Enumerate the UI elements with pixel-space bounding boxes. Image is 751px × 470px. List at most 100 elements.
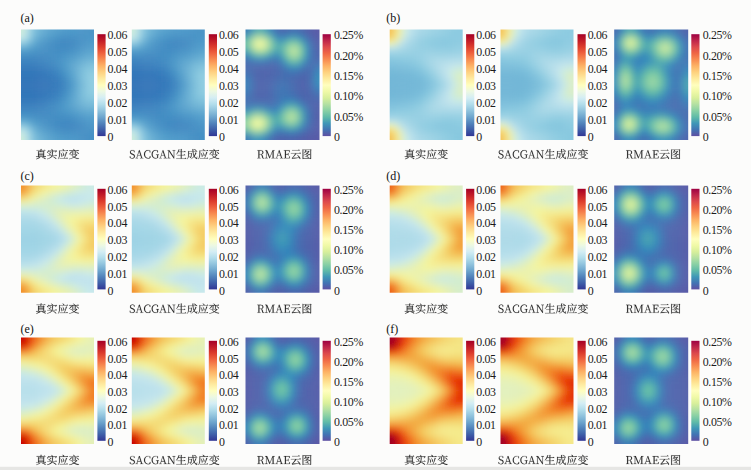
svg-text:0.25%: 0.25% [703, 335, 732, 349]
svg-text:0.02: 0.02 [108, 96, 128, 110]
svg-text:0: 0 [588, 284, 594, 298]
svg-text:(e): (e) [20, 322, 33, 336]
svg-text:0.05: 0.05 [476, 200, 496, 214]
svg-text:0.01: 0.01 [588, 113, 608, 127]
svg-text:0: 0 [334, 284, 340, 298]
svg-text:0.02: 0.02 [476, 250, 496, 264]
svg-text:0.04: 0.04 [108, 216, 128, 230]
svg-text:0.05%: 0.05% [334, 110, 363, 124]
svg-text:0.25%: 0.25% [703, 28, 732, 42]
svg-text:0.05: 0.05 [588, 200, 608, 214]
svg-text:0: 0 [476, 130, 482, 144]
svg-text:0: 0 [108, 130, 114, 144]
svg-text:0.06: 0.06 [476, 335, 496, 349]
svg-text:0.20%: 0.20% [334, 203, 363, 217]
svg-text:0.05: 0.05 [219, 200, 239, 214]
svg-text:0.06: 0.06 [108, 28, 128, 42]
svg-text:0.03: 0.03 [588, 385, 608, 399]
svg-text:0.05: 0.05 [476, 45, 496, 59]
svg-text:(a): (a) [20, 11, 33, 25]
svg-text:0.03: 0.03 [476, 79, 496, 93]
svg-text:0.02: 0.02 [476, 96, 496, 110]
svg-text:0.03: 0.03 [476, 233, 496, 247]
svg-text:0.01: 0.01 [476, 418, 496, 432]
svg-text:(f): (f) [386, 322, 398, 336]
svg-text:0: 0 [703, 435, 709, 449]
svg-text:0.01: 0.01 [108, 113, 128, 127]
svg-text:0.06: 0.06 [108, 183, 128, 197]
svg-text:0.20%: 0.20% [334, 49, 363, 63]
svg-text:0.05%: 0.05% [703, 415, 732, 429]
svg-text:0.05: 0.05 [588, 45, 608, 59]
svg-text:0: 0 [476, 435, 482, 449]
svg-text:0.05: 0.05 [108, 352, 128, 366]
svg-text:0.05: 0.05 [476, 352, 496, 366]
svg-text:0: 0 [108, 435, 114, 449]
svg-text:0: 0 [219, 435, 225, 449]
svg-text:0.05: 0.05 [108, 45, 128, 59]
svg-text:0.03: 0.03 [219, 233, 239, 247]
svg-text:0.06: 0.06 [476, 28, 496, 42]
svg-text:0.03: 0.03 [219, 79, 239, 93]
svg-text:0.25%: 0.25% [334, 28, 363, 42]
svg-text:0: 0 [588, 435, 594, 449]
svg-text:0.20%: 0.20% [703, 203, 732, 217]
svg-text:0.04: 0.04 [588, 62, 608, 76]
svg-text:0.03: 0.03 [476, 385, 496, 399]
svg-text:0.06: 0.06 [219, 28, 239, 42]
svg-text:0.10%: 0.10% [334, 243, 363, 257]
svg-text:0.06: 0.06 [588, 28, 608, 42]
svg-text:0.03: 0.03 [588, 79, 608, 93]
svg-text:0.05%: 0.05% [703, 110, 732, 124]
svg-text:0.06: 0.06 [219, 183, 239, 197]
svg-text:0.04: 0.04 [476, 62, 496, 76]
svg-text:0.03: 0.03 [108, 385, 128, 399]
svg-text:0.10%: 0.10% [703, 89, 732, 103]
svg-text:0.05: 0.05 [219, 352, 239, 366]
svg-text:(d): (d) [386, 169, 400, 183]
svg-text:0.15%: 0.15% [334, 69, 363, 83]
svg-text:0.01: 0.01 [219, 418, 239, 432]
svg-text:0.15%: 0.15% [703, 223, 732, 237]
svg-text:0.01: 0.01 [476, 267, 496, 281]
svg-text:0: 0 [334, 435, 340, 449]
svg-text:0.01: 0.01 [108, 267, 128, 281]
svg-text:0.02: 0.02 [108, 402, 128, 416]
svg-text:0: 0 [703, 130, 709, 144]
svg-text:0.02: 0.02 [219, 96, 239, 110]
svg-text:0.03: 0.03 [219, 385, 239, 399]
svg-text:0.02: 0.02 [108, 250, 128, 264]
svg-text:0: 0 [334, 130, 340, 144]
svg-text:0.20%: 0.20% [703, 49, 732, 63]
svg-text:0.15%: 0.15% [334, 223, 363, 237]
svg-text:0: 0 [476, 284, 482, 298]
svg-text:0.15%: 0.15% [334, 375, 363, 389]
svg-text:0.02: 0.02 [588, 96, 608, 110]
svg-text:0.04: 0.04 [476, 368, 496, 382]
svg-text:0.03: 0.03 [108, 79, 128, 93]
svg-text:(c): (c) [20, 169, 33, 183]
svg-text:0.25%: 0.25% [334, 183, 363, 197]
svg-text:0: 0 [108, 284, 114, 298]
svg-text:0.04: 0.04 [476, 216, 496, 230]
svg-text:0.10%: 0.10% [703, 243, 732, 257]
svg-text:0.06: 0.06 [588, 335, 608, 349]
svg-text:0.06: 0.06 [476, 183, 496, 197]
svg-text:0: 0 [219, 130, 225, 144]
svg-text:0.04: 0.04 [588, 216, 608, 230]
svg-text:0.01: 0.01 [588, 267, 608, 281]
svg-text:0.05: 0.05 [108, 200, 128, 214]
svg-text:0.05: 0.05 [588, 352, 608, 366]
svg-text:0: 0 [703, 284, 709, 298]
svg-text:0.01: 0.01 [588, 418, 608, 432]
svg-text:0.01: 0.01 [476, 113, 496, 127]
svg-text:0.02: 0.02 [588, 402, 608, 416]
svg-text:0.20%: 0.20% [334, 355, 363, 369]
svg-text:0.04: 0.04 [108, 62, 128, 76]
svg-text:0.06: 0.06 [219, 335, 239, 349]
svg-text:0.25%: 0.25% [703, 183, 732, 197]
svg-text:0.05%: 0.05% [334, 263, 363, 277]
svg-text:0.05%: 0.05% [334, 415, 363, 429]
svg-text:0.06: 0.06 [588, 183, 608, 197]
svg-text:0.03: 0.03 [108, 233, 128, 247]
